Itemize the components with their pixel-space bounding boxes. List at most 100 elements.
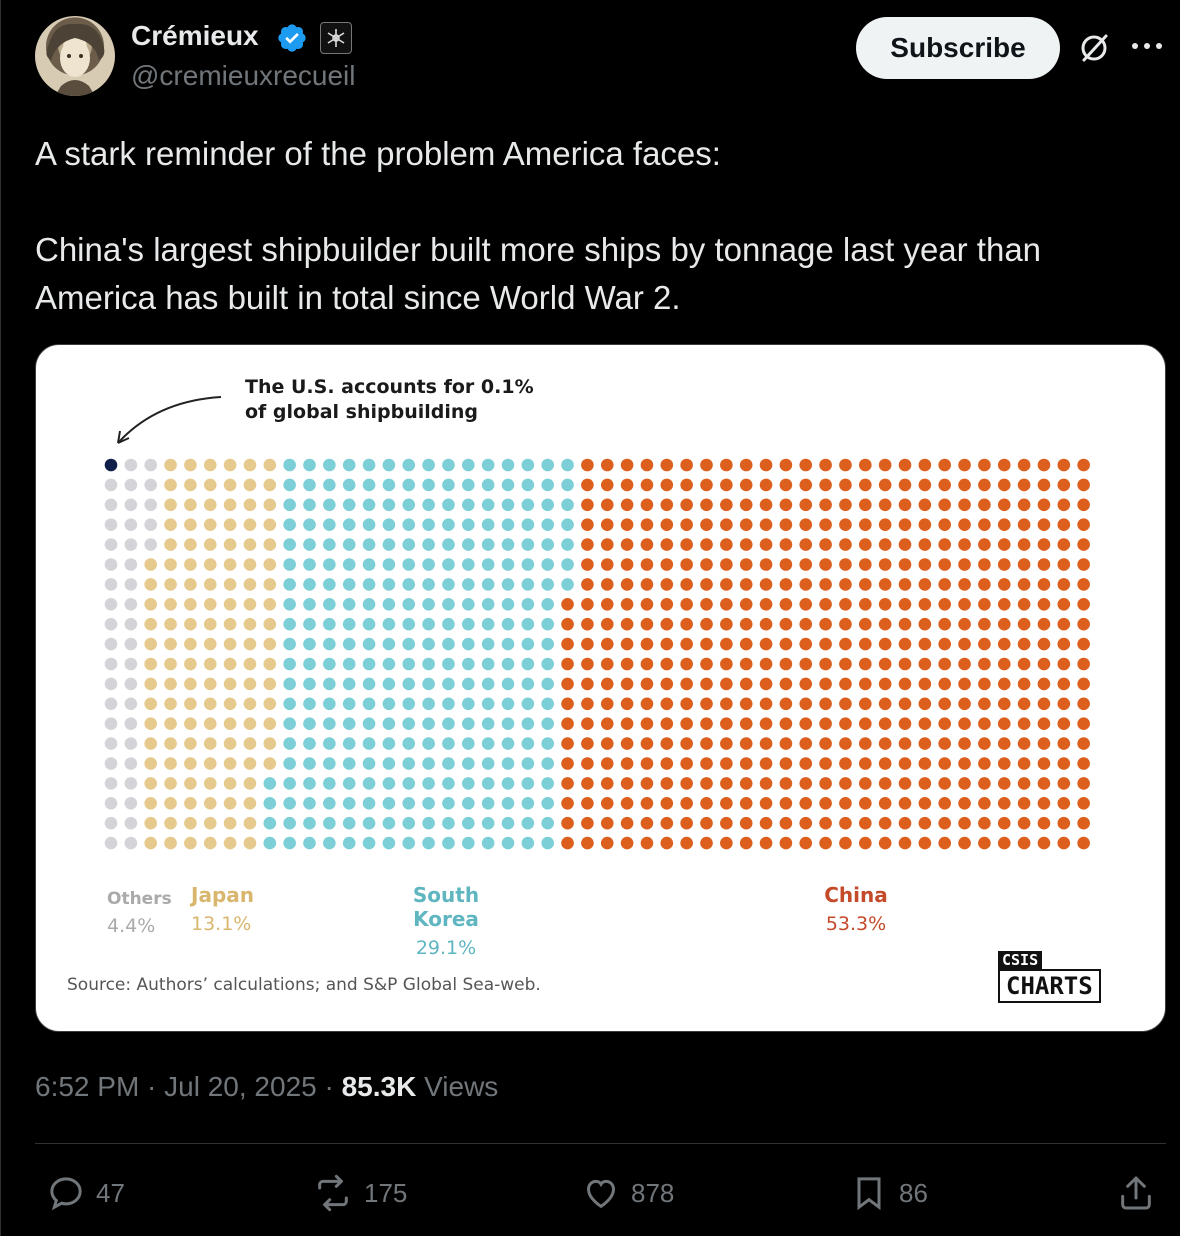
waffle-dot-china xyxy=(898,538,912,551)
grok-icon[interactable] xyxy=(1076,30,1112,66)
waffle-dot-south-korea xyxy=(481,458,495,472)
waffle-dot-china xyxy=(1037,538,1051,551)
waffle-dot-south-korea xyxy=(303,558,316,571)
timestamp[interactable]: 6:52 PM · Jul 20, 2025 · xyxy=(35,1071,342,1102)
author-name[interactable]: Crémieux xyxy=(131,20,259,51)
waffle-dot-japan xyxy=(263,737,277,750)
waffle-dot-japan xyxy=(144,836,157,850)
waffle-dot-china xyxy=(978,598,991,611)
waffle-dot-south-korea xyxy=(561,538,574,551)
waffle-dot-china xyxy=(898,836,912,850)
waffle-dot-china xyxy=(1077,737,1090,750)
waffle-dot-south-korea xyxy=(342,637,356,651)
waffle-dot-china xyxy=(700,677,713,691)
waffle-dot-china xyxy=(938,797,951,810)
waffle-dot-south-korea xyxy=(283,598,296,611)
waffle-dot-china xyxy=(759,777,773,790)
waffle-dot-china xyxy=(620,836,634,850)
waffle-dot-china xyxy=(958,538,971,551)
repost-button[interactable]: 175 xyxy=(312,1172,407,1214)
waffle-dot-south-korea xyxy=(442,836,455,850)
bookmark-icon xyxy=(857,1177,881,1211)
waffle-dot-china xyxy=(799,498,813,512)
waffle-dot-china xyxy=(1037,478,1051,492)
waffle-dot-china xyxy=(997,578,1011,591)
waffle-dot-south-korea xyxy=(521,598,535,611)
waffle-dot-china xyxy=(918,637,932,651)
waffle-dot-south-korea xyxy=(342,836,356,850)
reply-button[interactable]: 47 xyxy=(46,1172,125,1214)
waffle-dot-japan xyxy=(184,458,197,472)
waffle-dot-japan xyxy=(164,816,177,830)
waffle-dot-china xyxy=(759,737,773,750)
subscribe-button[interactable]: Subscribe xyxy=(856,17,1060,79)
waffle-dot-china xyxy=(819,657,832,671)
waffle-dot-china xyxy=(700,518,713,531)
waffle-dot-china xyxy=(839,578,852,591)
chart-image[interactable]: The U.S. accounts for 0.1% of global shi… xyxy=(35,344,1166,1032)
waffle-dot-south-korea xyxy=(521,558,535,571)
waffle-dot-china xyxy=(918,737,932,750)
waffle-dot-china xyxy=(581,697,594,711)
waffle-dot-china xyxy=(680,697,693,711)
waffle-dot-japan xyxy=(144,757,157,770)
waffle-dot-south-korea xyxy=(323,737,336,750)
avatar[interactable] xyxy=(35,16,115,96)
waffle-dot-south-korea xyxy=(501,757,515,770)
waffle-dot-china xyxy=(561,617,574,631)
waffle-dot-japan xyxy=(184,558,197,571)
waffle-dot-japan xyxy=(164,697,177,711)
waffle-dot-south-korea xyxy=(422,717,435,730)
author-handle[interactable]: @cremieuxrecueil xyxy=(131,60,356,91)
waffle-dot-south-korea xyxy=(303,458,316,472)
waffle-dot-japan xyxy=(203,697,217,711)
waffle-dot-china xyxy=(898,617,912,631)
waffle-dot-china xyxy=(720,797,733,810)
waffle-dot-china xyxy=(958,757,971,770)
affiliate-badge-icon[interactable] xyxy=(320,22,352,54)
waffle-dot-china xyxy=(660,538,674,551)
waffle-dot-china xyxy=(779,578,793,591)
tweet-text: A stark reminder of the problem America … xyxy=(35,130,1145,322)
waffle-dot-china xyxy=(1057,657,1071,671)
bookmark-button[interactable]: 86 xyxy=(849,1172,928,1214)
waffle-dot-china xyxy=(978,697,991,711)
waffle-dot-china xyxy=(581,677,594,691)
waffle-dot-china xyxy=(799,617,813,631)
waffle-dot-south-korea xyxy=(501,797,515,810)
waffle-dot-china xyxy=(620,637,634,651)
waffle-dot-south-korea xyxy=(382,737,396,750)
waffle-dot-china xyxy=(799,518,813,531)
waffle-dot-south-korea xyxy=(462,797,475,810)
waffle-dot-china xyxy=(819,538,832,551)
waffle-dot-china xyxy=(759,578,773,591)
waffle-dot-china xyxy=(581,637,594,651)
waffle-dot-china xyxy=(1077,617,1090,631)
waffle-dot-japan xyxy=(223,518,237,531)
waffle-dot-china xyxy=(878,578,892,591)
waffle-dot-japan xyxy=(184,677,197,691)
waffle-dot-china xyxy=(878,637,892,651)
waffle-dot-china xyxy=(839,617,852,631)
like-button[interactable]: 878 xyxy=(581,1172,674,1214)
waffle-dot-south-korea xyxy=(481,617,495,631)
waffle-dot-china xyxy=(779,518,793,531)
waffle-dot-south-korea xyxy=(521,677,535,691)
waffle-dot-china xyxy=(958,737,971,750)
more-options-icon[interactable] xyxy=(1130,36,1164,56)
waffle-dot-china xyxy=(997,797,1011,810)
waffle-dot-china xyxy=(859,657,872,671)
waffle-dot-china xyxy=(918,657,932,671)
waffle-dot-china xyxy=(1077,518,1090,531)
waffle-dot-china xyxy=(799,677,813,691)
waffle-dot-china xyxy=(779,558,793,571)
waffle-dot-china xyxy=(938,757,951,770)
waffle-dot-china xyxy=(997,518,1011,531)
share-button[interactable] xyxy=(1116,1172,1166,1214)
waffle-dot-south-korea xyxy=(402,598,416,611)
waffle-dot-china xyxy=(700,797,713,810)
waffle-dot-china xyxy=(799,797,813,810)
waffle-dot-china xyxy=(839,637,852,651)
waffle-dot-china xyxy=(958,816,971,830)
waffle-dot-china xyxy=(620,538,634,551)
